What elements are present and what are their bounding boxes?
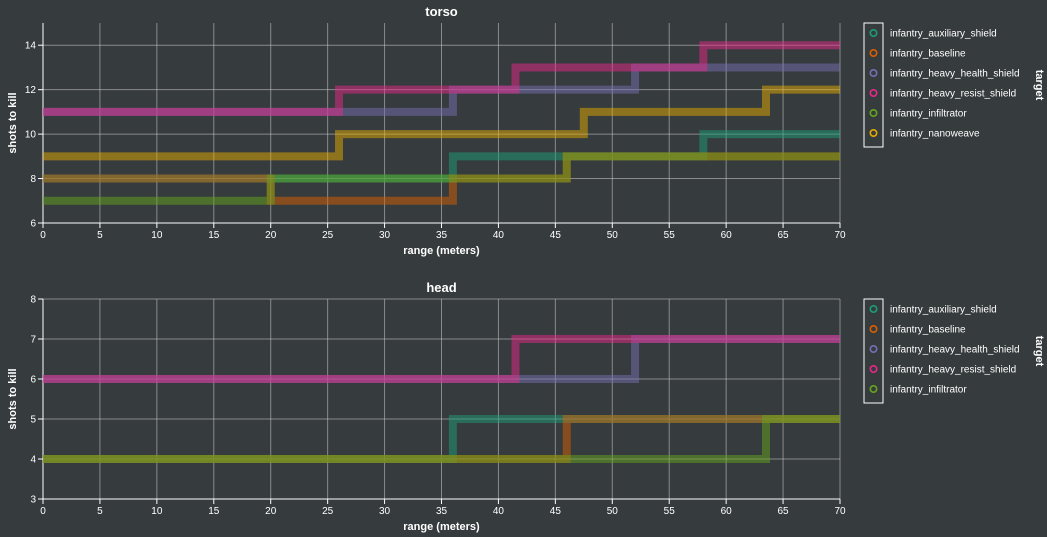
legend-frame	[863, 22, 884, 148]
x-tick-label: 35	[436, 230, 448, 241]
y-tick-label: 3	[30, 495, 36, 506]
x-tick-label: 45	[550, 230, 562, 241]
legend-title: target	[1033, 336, 1045, 367]
y-tick-label: 14	[25, 41, 37, 52]
legend-label: infantry_nanoweave	[890, 129, 980, 140]
x-tick-label: 30	[379, 230, 391, 241]
x-tick-label: 65	[778, 230, 790, 241]
chart-panel-head: 0 5 10 15 20 25 30 35 40 45 50 55 60 65 70345678range …	[7, 280, 1045, 533]
y-tick-label: 6	[30, 375, 36, 386]
x-tick-label: 60	[721, 506, 733, 517]
legend-label: infantry_heavy_health_shield	[890, 69, 1020, 80]
legend-title: target	[1033, 70, 1045, 101]
x-tick-label: 70	[834, 230, 846, 241]
legend-label: infantry_heavy_resist_shield	[890, 365, 1016, 376]
legend-symbol-infantry_infiltrator	[869, 384, 878, 393]
legend-label: infantry_infiltrator	[890, 385, 967, 396]
x-tick-label: 10	[151, 506, 163, 517]
y-axis-title: shots to kill	[7, 368, 19, 429]
y-tick-label: 8	[30, 295, 36, 306]
series-line-infantry_infiltrator	[43, 152, 840, 205]
y-axis-title: shots to kill	[7, 92, 19, 153]
x-tick-label: 25	[322, 506, 334, 517]
y-tick-label: 7	[30, 335, 36, 346]
y-tick-label: 12	[25, 85, 37, 96]
x-tick-label: 15	[208, 230, 220, 241]
series-group	[43, 335, 840, 463]
legend-label: infantry_infiltrator	[890, 109, 967, 120]
legend-frame	[863, 298, 884, 404]
series-line-infantry_nanoweave	[43, 85, 840, 161]
x-tick-label: 40	[493, 230, 505, 241]
series-line-infantry_heavy_resist_shield	[43, 335, 840, 383]
chart-panel-torso: 0 5 10 15 20 25 30 35 40 45 50 55 60 65 70 6 8 10 12 14 rang…	[7, 4, 1045, 257]
series-group	[43, 41, 840, 205]
x-tick-label: 55	[664, 506, 676, 517]
series-line-infantry_infiltrator	[43, 415, 840, 463]
legend-label: infantry_heavy_resist_shield	[890, 89, 1016, 100]
series-line-infantry_heavy_resist_shield	[43, 41, 840, 116]
x-tick-label: 60	[721, 230, 733, 241]
x-tick-label: 35	[436, 506, 448, 517]
x-tick-label: 15	[208, 506, 220, 517]
grid	[42, 298, 841, 500]
legend-symbol-infantry_auxiliary_shield	[869, 304, 878, 313]
x-axis-title: range (meters)	[403, 245, 480, 257]
x-tick-label: 45	[550, 506, 562, 517]
x-tick-label: 40	[493, 506, 505, 517]
x-tick-label: 30	[379, 506, 391, 517]
legend-symbol-infantry_nanoweave	[869, 129, 878, 138]
legend-label: infantry_auxiliary_shield	[890, 305, 997, 316]
legend-label: infantry_heavy_health_shield	[890, 345, 1020, 356]
legend-label: infantry_baseline	[890, 49, 966, 60]
legend-symbol-infantry_heavy_resist_shield	[869, 89, 878, 98]
legend-symbol-infantry_heavy_health_shield	[869, 344, 878, 353]
x-tick-label: 20	[265, 506, 277, 517]
chart-title: torso	[425, 4, 458, 19]
legend-symbol-infantry_baseline	[869, 324, 878, 333]
y-tick-label: 10	[25, 130, 37, 141]
y-tick-label: 8	[30, 174, 36, 185]
legend-symbol-infantry_infiltrator	[869, 109, 878, 118]
x-tick-label: 0	[40, 230, 46, 241]
x-axis-title: range (meters)	[403, 521, 480, 533]
legend-symbol-infantry_auxiliary_shield	[869, 28, 878, 37]
x-tick-label: 50	[607, 230, 619, 241]
y-tick-label: 6	[30, 219, 36, 230]
y-tick-label: 4	[30, 455, 36, 466]
y-tick-label: 5	[30, 415, 36, 426]
x-tick-label: 10	[151, 230, 163, 241]
x-tick-label: 65	[778, 506, 790, 517]
chart-title: head	[426, 280, 456, 295]
legend-symbol-infantry_heavy_resist_shield	[869, 364, 878, 373]
x-tick-label: 25	[322, 230, 334, 241]
legend: infantry_auxiliary_shield infantry_baseli…	[863, 298, 1045, 404]
grid	[42, 23, 841, 224]
legend-symbol-infantry_heavy_health_shield	[869, 69, 878, 78]
x-tick-label: 5	[97, 230, 103, 241]
x-tick-label: 0	[40, 506, 46, 517]
x-tick-label: 55	[664, 230, 676, 241]
x-tick-label: 50	[607, 506, 619, 517]
x-tick-label: 70	[834, 506, 846, 517]
legend-label: infantry_auxiliary_shield	[890, 29, 997, 40]
legend: infantry_auxiliary_shield infantry_baseli…	[863, 22, 1045, 148]
legend-label: infantry_baseline	[890, 325, 966, 336]
x-tick-label: 20	[265, 230, 277, 241]
legend-symbol-infantry_baseline	[869, 48, 878, 57]
x-tick-label: 5	[97, 506, 103, 517]
